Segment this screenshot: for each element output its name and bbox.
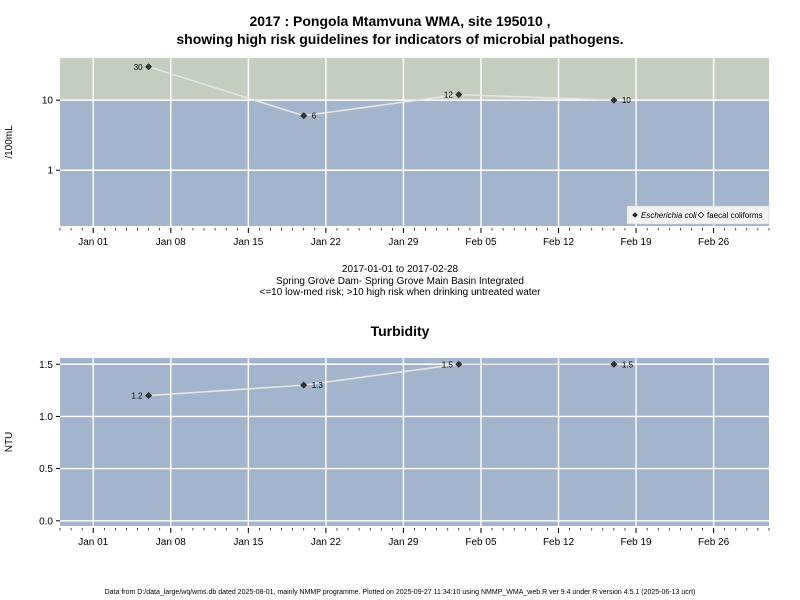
data-label: 6 (312, 112, 317, 121)
x-tick-label: Feb 12 (543, 537, 575, 548)
x-tick-label: Jan 22 (311, 537, 341, 548)
x-tick-label: Jan 08 (156, 237, 186, 248)
legend-label-faecal: faecal coliforms (707, 211, 763, 220)
data-label: 1.5 (442, 360, 454, 369)
y-tick-label: 0.5 (39, 464, 53, 475)
x-tick-label: Feb 19 (620, 237, 652, 248)
risk-guideline-text: <=10 low-med risk; >10 high risk when dr… (259, 287, 541, 298)
x-tick-label: Feb 19 (620, 537, 652, 548)
data-point-marker (610, 96, 618, 104)
x-tick-label: Feb 26 (698, 237, 730, 248)
legend: Escherichia coli faecal coliforms (626, 205, 770, 225)
x-tick-label: Jan 01 (78, 237, 108, 248)
y-tick-label: 1.5 (39, 360, 53, 371)
turbidity-chart-title: Turbidity (370, 323, 430, 339)
legend-marker-open (697, 211, 705, 219)
high-risk-band (60, 58, 769, 101)
y-tick-label: 1 (47, 166, 53, 177)
y-tick-label: 10 (42, 96, 54, 107)
data-point-marker (455, 360, 463, 368)
data-point-marker (455, 91, 463, 99)
series-line (148, 363, 614, 397)
x-tick-label: Feb 26 (698, 537, 730, 548)
x-tick-label: Jan 29 (388, 237, 418, 248)
data-label: 12 (444, 91, 453, 100)
chart-title-line-2: showing high risk guidelines for indicat… (176, 31, 624, 47)
y-axis-label: /100mL (4, 125, 15, 159)
chart-panel-2: 0.0 0.5 1.0 1.5 Jan 01 Jan 08 Jan 15 Jan 22 Jan … (4, 358, 770, 548)
x-tick-label: Feb 12 (543, 237, 575, 248)
x-tick-label: Jan 15 (233, 537, 263, 548)
y-axis-label: NTU (4, 432, 15, 453)
x-tick-label: Jan 01 (78, 537, 108, 548)
data-point-marker (145, 63, 153, 71)
data-point-marker (145, 392, 153, 400)
chart-title-line-1: 2017 : Pongola Mtamvuna WMA, site 195010… (249, 13, 551, 29)
x-tick-label: Jan 15 (233, 237, 263, 248)
data-label: 1.3 (312, 381, 324, 390)
data-label: 1.2 (132, 392, 144, 401)
plot-background (60, 358, 769, 526)
x-tick-label: Feb 05 (465, 237, 497, 248)
data-point-marker (610, 360, 618, 368)
data-point-marker (300, 112, 308, 120)
x-tick-label: Jan 08 (156, 537, 186, 548)
site-description-text: Spring Grove Dam- Spring Grove Main Basi… (276, 276, 524, 287)
y-tick-label: 1.0 (39, 412, 53, 423)
x-tick-label: Feb 05 (465, 537, 497, 548)
legend-label-ecoli: Escherichia coli (641, 211, 697, 220)
data-label: 30 (134, 63, 143, 72)
data-label: 10 (622, 96, 631, 105)
date-range-text: 2017-01-01 to 2017-02-28 (341, 264, 459, 275)
data-point-marker (300, 381, 308, 389)
x-tick-label: Jan 29 (388, 537, 418, 548)
legend-marker-filled (632, 212, 638, 218)
x-tick-label: Jan 22 (311, 237, 341, 248)
y-tick-label: 0.0 (39, 516, 53, 527)
footer-note: Data from D:/data_large/wq/wms.db dated … (104, 589, 696, 596)
data-label: 1.5 (622, 360, 634, 369)
series-line (148, 65, 614, 117)
chart-panel-1: 1 10 Jan 01 Jan 08 Jan 15 Jan 22 Jan 29 Feb 05 F… (4, 58, 770, 248)
